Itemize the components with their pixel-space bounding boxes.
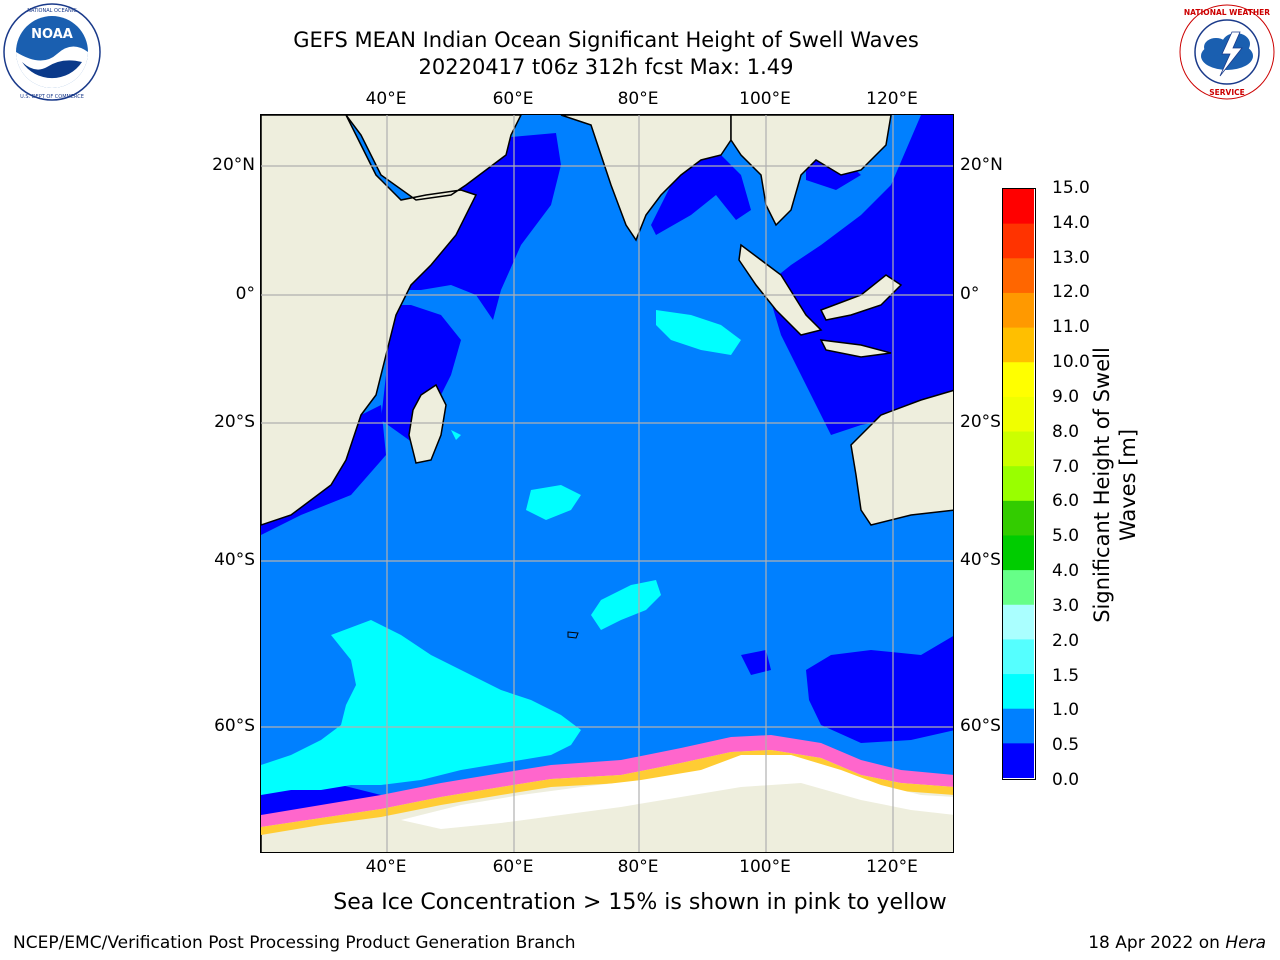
- colorbar-tick-label: 11.0: [1052, 317, 1090, 338]
- india-land: [560, 115, 732, 242]
- lon-tick-top: 120°E: [866, 89, 918, 109]
- lat-tick-left: 20°S: [214, 412, 255, 432]
- lat-tick-right: 0°: [960, 284, 980, 304]
- colorbar: [1002, 188, 1036, 780]
- footer-host: Hera: [1225, 933, 1266, 953]
- colorbar-tick-label: 7.0: [1052, 456, 1080, 477]
- colorbar-tick-label: 14.0: [1052, 212, 1090, 233]
- footer-date: 18 Apr 2022 on Hera: [1088, 933, 1266, 953]
- colorbar-tick-label: 0.5: [1052, 735, 1080, 756]
- colorbar-swatch: [1003, 639, 1034, 675]
- noaa-logo: NOAA NATIONAL OCEANIC U.S. DEPT OF COMME…: [3, 3, 101, 101]
- colorbar-tick-label: 2.0: [1052, 630, 1080, 651]
- lon-tick-top: 40°E: [365, 89, 407, 109]
- chart-subtitle: 20220417 t06z 312h fcst Max: 1.49: [418, 55, 794, 79]
- colorbar-swatch: [1003, 500, 1034, 536]
- colorbar-swatch: [1003, 189, 1034, 225]
- lat-tick-right: 40°S: [960, 550, 1001, 570]
- colorbar-tick-label: 3.0: [1052, 595, 1080, 616]
- colorbar-swatch: [1003, 292, 1034, 329]
- colorbar-tick-label: 4.0: [1052, 561, 1080, 582]
- lon-tick-top: 60°E: [492, 89, 534, 109]
- graticule: [261, 115, 953, 852]
- svg-text:NATIONAL WEATHER: NATIONAL WEATHER: [1184, 8, 1270, 17]
- lon-tick-bottom: 100°E: [739, 857, 791, 877]
- colorbar-tick-label: 5.0: [1052, 526, 1080, 547]
- swell-height-map: [261, 115, 953, 852]
- lat-tick-left: 0°: [235, 284, 255, 304]
- colorbar-swatch: [1003, 327, 1034, 363]
- island-outline: [567, 631, 579, 639]
- lon-tick-top: 100°E: [739, 89, 791, 109]
- colorbar-tick-label: 13.0: [1052, 247, 1090, 268]
- indonesia-land: [738, 243, 903, 358]
- australia-land: [850, 389, 953, 526]
- colorbar-swatch: [1003, 570, 1034, 606]
- lat-tick-left: 40°S: [214, 550, 255, 570]
- lat-tick-right: 60°S: [960, 716, 1001, 736]
- lat-tick-right: 20°N: [960, 155, 1003, 175]
- southeast-asia-land: [730, 115, 892, 227]
- colorbar-tick-label: 15.0: [1052, 178, 1090, 198]
- colorbar-swatch: [1003, 708, 1034, 744]
- lon-tick-top: 80°E: [617, 89, 659, 109]
- svg-text:U.S. DEPT OF COMMERCE: U.S. DEPT OF COMMERCE: [20, 94, 84, 100]
- colorbar-swatch: [1003, 431, 1034, 467]
- colorbar-swatch: [1003, 396, 1034, 433]
- colorbar-tick-label: 9.0: [1052, 386, 1080, 407]
- colorbar-tick-label: 8.0: [1052, 421, 1080, 442]
- colorbar-tick-label: 1.0: [1052, 700, 1080, 721]
- footer-branch: NCEP/EMC/Verification Post Processing Pr…: [13, 933, 576, 953]
- colorbar-swatch: [1003, 258, 1034, 294]
- chart-title: GEFS MEAN Indian Ocean Significant Heigh…: [293, 28, 919, 52]
- lat-tick-right: 20°S: [960, 412, 1001, 432]
- lat-tick-left: 20°N: [212, 155, 255, 175]
- footer-date-text: 18 Apr 2022 on: [1088, 933, 1226, 953]
- colorbar-swatch: [1003, 223, 1034, 259]
- sea-ice-caption: Sea Ice Concentration > 15% is shown in …: [333, 890, 947, 915]
- svg-text:NATIONAL OCEANIC: NATIONAL OCEANIC: [27, 8, 77, 14]
- colorbar-swatch: [1003, 535, 1034, 571]
- map-panel: [260, 114, 954, 853]
- lon-tick-bottom: 40°E: [365, 857, 407, 877]
- svg-text:SERVICE: SERVICE: [1209, 88, 1245, 97]
- colorbar-swatch: [1003, 604, 1034, 640]
- swell-1.0-1.5m-regions: [261, 310, 741, 795]
- colorbar-swatch: [1003, 674, 1034, 710]
- colorbar-swatch: [1003, 743, 1034, 778]
- svg-text:NOAA: NOAA: [31, 27, 73, 42]
- lat-tick-left: 60°S: [214, 716, 255, 736]
- lon-tick-bottom: 120°E: [866, 857, 918, 877]
- colorbar-swatches: [1003, 189, 1034, 778]
- colorbar-swatch: [1003, 362, 1034, 398]
- colorbar-swatch: [1003, 466, 1034, 502]
- colorbar-tick-label: 12.0: [1052, 282, 1090, 303]
- lon-tick-bottom: 60°E: [492, 857, 534, 877]
- national-weather-service-logo: NATIONAL WEATHER SERVICE: [1179, 4, 1275, 100]
- colorbar-tick-label: 0.0: [1052, 770, 1080, 790]
- colorbar-tick-label: 6.0: [1052, 491, 1080, 512]
- colorbar-tick-label: 10.0: [1052, 352, 1090, 373]
- colorbar-tick-label: 1.5: [1052, 665, 1080, 686]
- lon-tick-bottom: 80°E: [617, 857, 659, 877]
- colorbar-title-line2: Waves [m]: [1116, 428, 1140, 542]
- madagascar-land: [408, 383, 447, 464]
- sea-ice-band: [261, 735, 953, 835]
- colorbar-title-line1: Significant Height of Swell: [1090, 347, 1114, 623]
